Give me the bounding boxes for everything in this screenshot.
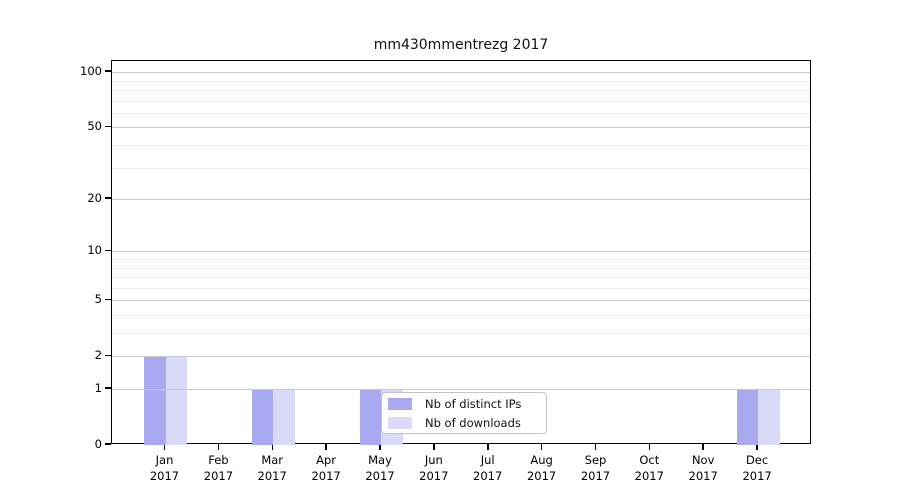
gridline-major-1: [112, 389, 810, 390]
gridline-major-10: [112, 251, 810, 253]
x-tick-label-sep: Sep 2017: [580, 453, 611, 483]
plot-area: [111, 60, 811, 445]
y-tick-label-10: 10: [87, 243, 102, 258]
gridline-minor-6: [112, 287, 810, 289]
y-tick-50: [105, 125, 111, 128]
bar-distinct-ips-jan: [144, 356, 166, 445]
gridline-major-100: [112, 72, 810, 74]
gridline-minor-80: [112, 89, 810, 91]
gridline-major-50: [112, 127, 810, 129]
y-tick-label-100: 100: [80, 64, 102, 79]
x-tick-dec: [756, 444, 758, 450]
gridline-minor-3: [112, 333, 810, 334]
y-tick-20: [105, 197, 111, 199]
x-tick-label-jul: Jul 2017: [473, 453, 503, 483]
y-tick-5: [105, 298, 111, 300]
y-tick-100: [105, 70, 111, 72]
x-tick-label-feb: Feb 2017: [203, 453, 234, 483]
bar-downloads-jan: [165, 356, 187, 445]
x-tick-jul: [487, 444, 489, 450]
y-tick-0: [105, 443, 111, 445]
gridline-minor-9: [112, 259, 810, 260]
gridline-minor-40: [112, 144, 810, 146]
x-tick-sep: [594, 444, 597, 450]
x-tick-label-jan: Jan 2017: [149, 453, 180, 483]
gridline-minor-8: [112, 267, 810, 269]
legend-swatch-downloads: [388, 416, 412, 429]
bar-downloads-mar: [273, 389, 295, 445]
y-tick-label-5: 5: [94, 292, 102, 307]
x-tick-feb: [217, 444, 220, 450]
y-tick-label-1: 1: [94, 381, 102, 395]
x-tick-label-nov: Nov 2017: [688, 453, 718, 483]
legend-label-downloads: Nb of downloads: [425, 415, 521, 430]
y-tick-10: [105, 249, 111, 251]
y-tick-1: [105, 387, 111, 389]
x-tick-label-jun: Jun 2017: [419, 453, 449, 483]
bar-distinct-ips-may: [359, 389, 381, 445]
legend-label-distinct-ips: Nb of distinct IPs: [425, 396, 522, 411]
gridline-minor-7: [112, 277, 810, 278]
legend-entry-distinct-ips: Nb of distinct IPs: [388, 396, 540, 411]
gridline-major-2: [112, 356, 810, 358]
x-tick-aug: [540, 444, 543, 450]
gridline-minor-60: [112, 112, 810, 114]
bar-distinct-ips-mar: [251, 389, 274, 445]
x-tick-apr: [325, 444, 327, 450]
x-tick-label-dec: Dec 2017: [742, 453, 772, 483]
x-tick-label-apr: Apr 2017: [311, 453, 341, 483]
x-tick-label-may: May 2017: [365, 453, 395, 483]
x-tick-jan: [163, 444, 166, 450]
y-tick-label-50: 50: [87, 119, 102, 134]
legend-entry-downloads: Nb of downloads: [388, 415, 540, 430]
x-tick-jun: [433, 444, 435, 450]
y-tick-2: [105, 354, 111, 356]
y-tick-label-2: 2: [94, 348, 102, 363]
bar-downloads-dec: [758, 389, 780, 445]
gridline-minor-70: [112, 100, 810, 102]
bar-distinct-ips-dec: [736, 389, 759, 445]
x-tick-label-oct: Oct 2017: [634, 453, 664, 483]
x-tick-nov: [702, 444, 704, 450]
x-tick-mar: [271, 444, 273, 450]
gridline-minor-4: [112, 315, 810, 316]
y-tick-label-20: 20: [87, 191, 102, 205]
gridline-minor-30: [112, 167, 810, 169]
x-tick-label-aug: Aug 2017: [526, 453, 557, 483]
gridline-major-5: [112, 300, 810, 302]
chart-title: mm430mmentrezg 2017: [373, 37, 549, 53]
legend-swatch-distinct-ips: [388, 397, 412, 410]
y-tick-label-0: 0: [94, 437, 102, 451]
x-tick-oct: [648, 444, 651, 450]
legend: Nb of distinct IPs Nb of downloads: [381, 392, 547, 434]
x-tick-label-mar: Mar 2017: [257, 453, 287, 483]
x-tick-may: [379, 444, 381, 450]
gridline-minor-90: [112, 80, 810, 82]
gridline-major-20: [112, 199, 810, 200]
